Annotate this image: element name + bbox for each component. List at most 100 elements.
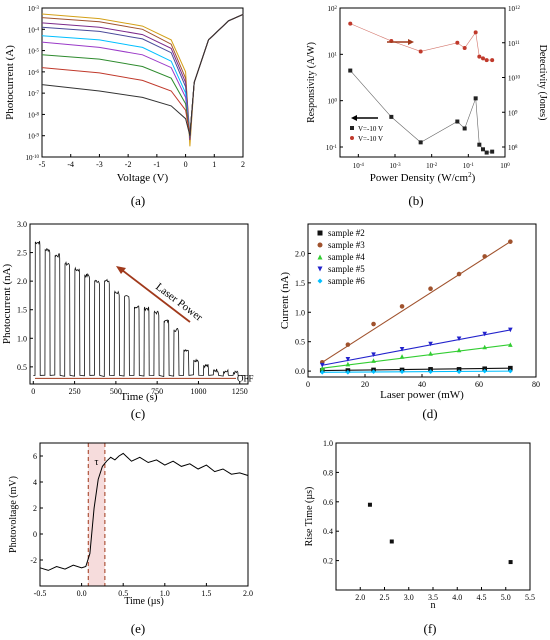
- iv-curve: [41, 13, 244, 136]
- x-tick-label: 10-4: [353, 162, 365, 170]
- panel-label-a: (a): [131, 193, 145, 208]
- data-point: [456, 367, 462, 372]
- data-point: [399, 369, 405, 375]
- legend-marker: [350, 136, 354, 140]
- y-tick-label: 10-3: [28, 5, 40, 13]
- data-point: [418, 140, 423, 145]
- data-point: [456, 369, 462, 375]
- y-tick-label: 1.5: [295, 279, 305, 288]
- data-point: [367, 502, 372, 507]
- data-point: [482, 368, 487, 374]
- y-tick-label: 0.8: [323, 468, 333, 477]
- y-tick-label: 1.0: [295, 308, 305, 317]
- y-tick-label: 0.0: [295, 367, 305, 376]
- x-tick-label: 80: [532, 380, 540, 389]
- y-tick-label: 10-7: [28, 90, 40, 98]
- panel-e: τ -0.5 0.0 0.5 1.0 1.5 2.0 -2 0 2 4 6 Time (µs) Photo…: [8, 442, 253, 607]
- data-point: [418, 49, 423, 54]
- x-tick-label: 3.5: [428, 593, 438, 602]
- y-tick-label: 10-10: [25, 154, 39, 162]
- photovoltage-trace: [39, 452, 249, 571]
- data-point: [428, 286, 433, 292]
- legend-marker: [317, 254, 323, 260]
- x-tick-label: -4: [67, 160, 74, 169]
- data-point: [345, 342, 351, 347]
- data-point: [348, 68, 353, 73]
- x-tick-label: 4.0: [452, 593, 462, 602]
- data-point: [481, 56, 485, 61]
- data-point: [508, 368, 513, 374]
- data-point: [428, 351, 433, 356]
- y-left-tick-label: 102: [328, 5, 338, 13]
- data-point: [473, 30, 478, 35]
- x-tick-label: 0.5: [118, 589, 128, 598]
- panel-label-e: (e): [131, 621, 145, 636]
- x-tick-label: 0: [31, 387, 35, 396]
- legend-label: sample #6: [328, 276, 365, 286]
- y-tick-label: 1.0: [17, 334, 27, 343]
- x-axis-label: Voltage (V): [117, 172, 169, 184]
- x-tick-label: 1250: [232, 387, 248, 396]
- legend-label: sample #2: [328, 228, 365, 238]
- data-point: [371, 321, 376, 327]
- iv-curve: [41, 13, 244, 136]
- panel-f: 2.0 2.5 3.0 3.5 4.0 4.5 5.0 5.5 0.2 0.4 0.6 0.8 1.0 n…: [304, 439, 535, 611]
- data-point: [508, 560, 513, 565]
- data-point: [348, 21, 353, 26]
- y-right-tick-label: 1011: [508, 40, 520, 48]
- data-point: [456, 347, 462, 353]
- arrow-right-head: [408, 39, 414, 45]
- panel-label-d: (d): [422, 406, 437, 421]
- series-line: [350, 23, 493, 61]
- data-point: [484, 58, 489, 63]
- legend-marker: [317, 242, 323, 248]
- x-tick-label: 0: [306, 380, 310, 389]
- y-axis-label: Current (nA): [279, 272, 291, 329]
- x-tick-label: -2: [125, 160, 132, 169]
- y-right-tick-label: 109: [508, 109, 518, 117]
- y-tick-label: 0.2: [323, 557, 333, 566]
- data-point: [477, 142, 482, 147]
- x-tick-label: 750: [151, 387, 163, 396]
- y-tick-label: 10-6: [28, 69, 40, 77]
- data-point: [455, 40, 460, 45]
- x-tick-label: 5.5: [525, 593, 535, 602]
- fit-line: [322, 367, 511, 372]
- y-tick-label: 0.5: [295, 338, 305, 347]
- data-point: [481, 147, 485, 152]
- data-point: [482, 344, 487, 350]
- y-left-tick-label: 101: [328, 51, 338, 59]
- data-point: [319, 365, 325, 371]
- x-tick-label: -3: [96, 160, 103, 169]
- data-point: [345, 369, 351, 375]
- y-left-tick-label: 100: [328, 98, 338, 106]
- y-axis-label: Rise Time (µs): [304, 487, 315, 547]
- data-point: [473, 96, 478, 101]
- photocurrent-trace: [33, 240, 245, 378]
- x-tick-label: 500: [110, 387, 122, 396]
- data-point: [399, 347, 405, 352]
- laser-power-arrow-head: [116, 266, 126, 274]
- iv-curve: [41, 13, 244, 136]
- y-tick-label: 0.6: [323, 498, 333, 507]
- panel-d: 0 20 40 60 80 0.0 0.5 1.0 1.5 2.0 Laser power (mW)…: [279, 223, 540, 401]
- x-tick-label: 1000: [190, 387, 206, 396]
- fit-line: [322, 344, 511, 369]
- y-tick-label: 10-5: [28, 48, 40, 56]
- data-point: [428, 367, 433, 372]
- y-tick-label: 1.5: [17, 306, 27, 315]
- y-tick-label: 4: [33, 478, 37, 487]
- x-tick-label: 250: [69, 387, 81, 396]
- x-tick-label: 4.5: [477, 593, 487, 602]
- x-tick-label: 1.5: [201, 589, 211, 598]
- data-point: [484, 150, 489, 155]
- y-axis-label: Photocurrent (A): [4, 45, 16, 120]
- legend-marker: [317, 230, 323, 236]
- legend-marker: [350, 126, 354, 130]
- x-tick-label: -5: [39, 160, 46, 169]
- iv-curve: [41, 13, 244, 141]
- data-point: [462, 45, 467, 50]
- tau-label: τ: [95, 457, 99, 468]
- data-point: [508, 327, 513, 333]
- x-tick-label: 2: [241, 160, 245, 169]
